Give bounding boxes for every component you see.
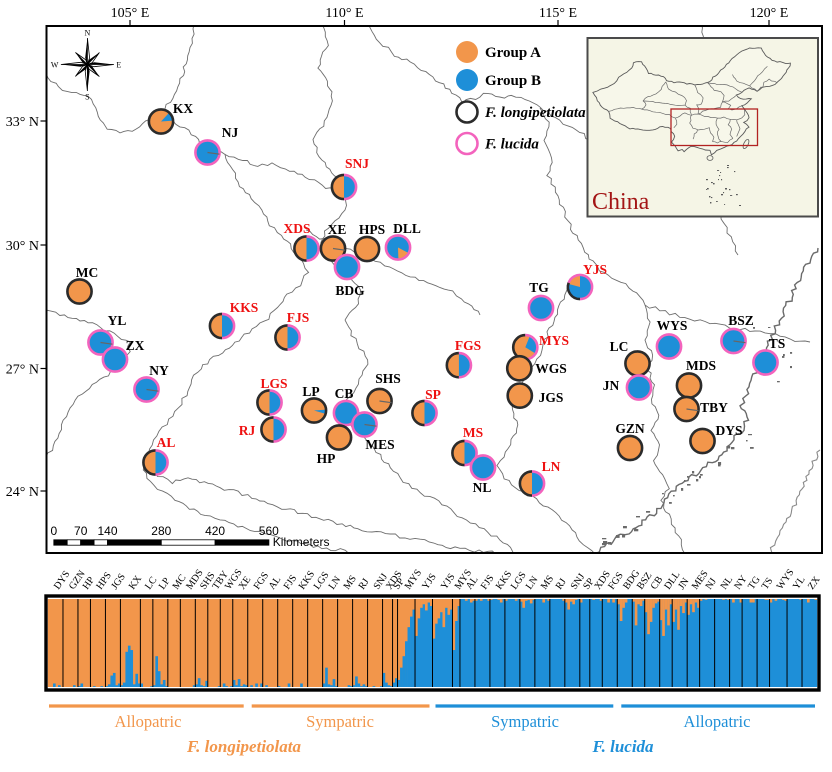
svg-text:70: 70 [74, 524, 88, 538]
svg-text:LGS: LGS [260, 376, 287, 391]
svg-text:MC: MC [76, 265, 99, 280]
svg-text:XDS: XDS [283, 221, 310, 236]
svg-text:TBY: TBY [700, 400, 728, 415]
svg-text:110° E: 110° E [325, 6, 363, 21]
svg-text:E: E [116, 61, 121, 70]
svg-text:W: W [51, 61, 59, 70]
svg-text:27° N: 27° N [6, 363, 39, 378]
svg-text:24° N: 24° N [6, 485, 39, 500]
svg-text:Sympatric: Sympatric [306, 712, 374, 731]
svg-text:FJS: FJS [287, 310, 310, 325]
svg-text:30° N: 30° N [6, 239, 39, 254]
svg-text:SP: SP [425, 387, 441, 402]
svg-text:HPS: HPS [359, 222, 385, 237]
svg-text:MDS: MDS [686, 358, 716, 373]
svg-text:WGS: WGS [535, 361, 567, 376]
svg-text:BSZ: BSZ [728, 313, 754, 328]
svg-text:LC: LC [610, 339, 629, 354]
svg-text:420: 420 [205, 524, 225, 538]
svg-text:LP: LP [302, 384, 319, 399]
svg-text:KX: KX [173, 101, 194, 116]
svg-text:S: S [85, 93, 89, 102]
svg-text:LN: LN [542, 459, 561, 474]
svg-text:CB: CB [335, 386, 354, 401]
svg-text:RJ: RJ [239, 423, 256, 438]
svg-text:105° E: 105° E [111, 6, 150, 21]
svg-text:AL: AL [157, 435, 176, 450]
svg-text:Sympatric: Sympatric [491, 712, 559, 731]
svg-text:MS: MS [463, 425, 483, 440]
svg-text:F. longipetiolata: F. longipetiolata [484, 105, 586, 121]
svg-text:BDG: BDG [335, 283, 365, 298]
svg-text:JN: JN [603, 378, 620, 393]
svg-text:F. lucida: F. lucida [484, 137, 539, 153]
svg-text:Group A: Group A [485, 45, 541, 61]
svg-text:KKS: KKS [230, 300, 259, 315]
svg-text:0: 0 [50, 524, 57, 538]
svg-text:NJ: NJ [222, 125, 239, 140]
svg-text:Allopatric: Allopatric [684, 712, 751, 731]
svg-text:TS: TS [760, 576, 776, 592]
svg-text:560: 560 [259, 524, 279, 538]
svg-text:NL: NL [473, 480, 492, 495]
svg-text:140: 140 [97, 524, 117, 538]
svg-text:FGS: FGS [455, 338, 481, 353]
svg-text:33° N: 33° N [6, 115, 39, 130]
svg-text:TG: TG [529, 280, 549, 295]
svg-text:115° E: 115° E [539, 6, 577, 21]
svg-text:120° E: 120° E [750, 6, 789, 21]
svg-text:DLL: DLL [393, 221, 421, 236]
svg-text:WYS: WYS [657, 318, 688, 333]
svg-text:ZX: ZX [126, 338, 145, 353]
svg-text:MYS: MYS [539, 333, 569, 348]
svg-text:SNJ: SNJ [345, 156, 369, 171]
svg-text:N: N [85, 29, 91, 38]
svg-text:HP: HP [317, 451, 336, 466]
svg-text:Allopatric: Allopatric [115, 712, 182, 731]
svg-text:TS: TS [769, 336, 786, 351]
svg-text:SHS: SHS [375, 371, 401, 386]
svg-text:MES: MES [365, 437, 394, 452]
svg-text:DYS: DYS [715, 423, 742, 438]
svg-text:Group B: Group B [485, 73, 541, 89]
svg-text:280: 280 [151, 524, 171, 538]
svg-text:JGS: JGS [539, 390, 564, 405]
svg-text:YJS: YJS [583, 262, 607, 277]
svg-text:China: China [592, 189, 650, 215]
svg-text:JN: JN [676, 576, 691, 591]
svg-text:F. lucida: F. lucida [591, 737, 654, 756]
svg-text:Kilometers: Kilometers [273, 535, 330, 549]
svg-text:XE: XE [328, 222, 347, 237]
svg-text:NY: NY [149, 363, 169, 378]
svg-text:F. longipetiolata: F. longipetiolata [186, 737, 301, 756]
svg-text:GZN: GZN [615, 421, 645, 436]
svg-text:YL: YL [108, 313, 127, 328]
svg-text:NJ: NJ [704, 576, 719, 592]
